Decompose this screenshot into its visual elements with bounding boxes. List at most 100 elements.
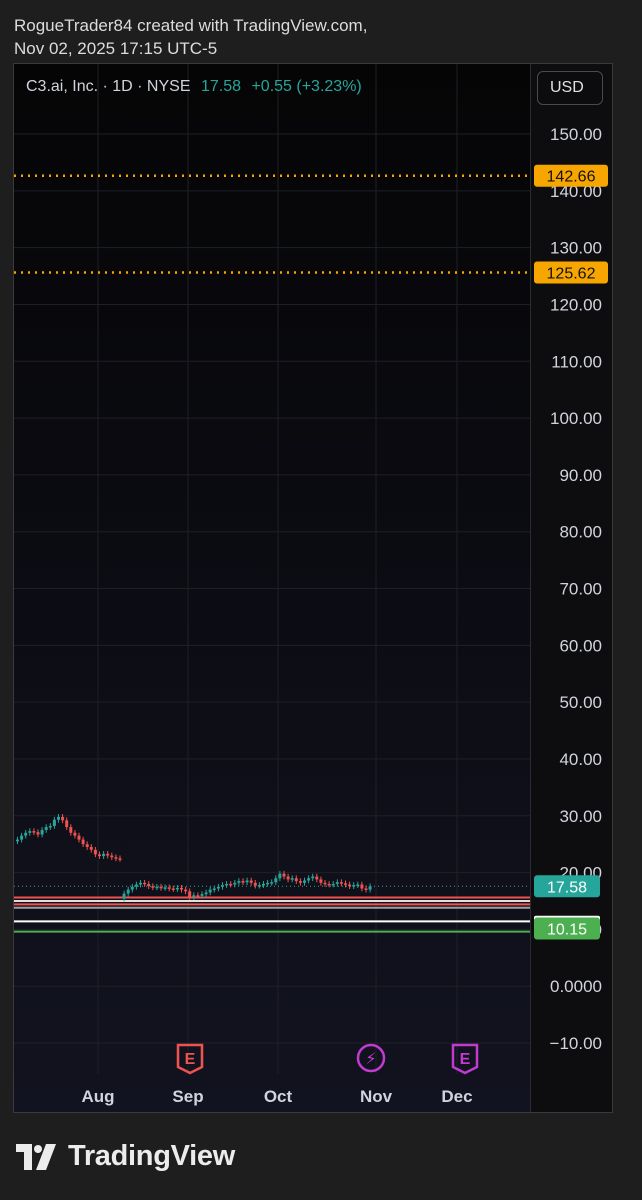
candle-body xyxy=(151,886,155,888)
y-tick-label: 40.00 xyxy=(559,750,602,769)
candle-body xyxy=(20,835,24,840)
candle-body xyxy=(171,888,175,890)
candle-body xyxy=(216,886,220,889)
candle-body xyxy=(229,883,233,886)
price-level-label: 125.62 xyxy=(547,266,596,283)
y-tick-label: 130.00 xyxy=(550,239,602,258)
candle-body xyxy=(221,885,224,887)
candle-body xyxy=(241,881,245,883)
candle-body xyxy=(122,893,126,899)
chart-pane[interactable]: 150.00 140.00 130.00 120.00 110.00 100.00 90.0… xyxy=(13,63,613,1113)
current-price-tag xyxy=(534,875,600,898)
candle-body xyxy=(114,857,118,859)
y-tick-label: 70.00 xyxy=(559,580,602,599)
candle-body xyxy=(303,880,306,883)
y-tick-label: 30.00 xyxy=(559,807,602,826)
x-tick-label: Sep xyxy=(172,1087,203,1106)
candle-body xyxy=(159,886,163,889)
candle-body xyxy=(73,832,77,836)
candle-body xyxy=(294,878,298,882)
candle-body xyxy=(282,873,286,877)
candle-body xyxy=(270,882,274,884)
x-tick-label: Dec xyxy=(441,1087,472,1106)
candle-body xyxy=(40,829,44,835)
earnings-event-icon xyxy=(451,1043,479,1075)
candle-body xyxy=(266,882,270,885)
candle-body xyxy=(93,849,97,855)
candle-body xyxy=(44,827,48,830)
candle-body xyxy=(286,876,290,880)
price-level-tag xyxy=(534,164,608,187)
candle-body xyxy=(175,887,179,890)
candle-body xyxy=(315,876,319,880)
earnings-event-glyph: E xyxy=(185,1051,196,1068)
candle-body xyxy=(61,816,65,821)
candle-body xyxy=(298,881,302,883)
candle-body xyxy=(118,858,122,860)
candle-body xyxy=(102,853,106,857)
candle-body xyxy=(188,891,192,897)
price-change: +0.55 (+3.23%) xyxy=(251,78,362,95)
symbol-name: C3.ai, Inc. · 1D · NYSE xyxy=(26,78,191,95)
candle-body xyxy=(69,827,73,833)
y-tick-label: 110.00 xyxy=(551,352,602,371)
y-tick-label: 150.00 xyxy=(550,125,602,144)
candle-body xyxy=(307,878,311,881)
candle-body xyxy=(323,882,327,885)
candle-body xyxy=(98,854,101,857)
brand-name: TradingView xyxy=(68,1140,235,1172)
y-tick-label: 90.00 xyxy=(559,466,602,485)
candle-body xyxy=(311,876,315,879)
price-level-tag xyxy=(534,261,608,284)
candle-body xyxy=(212,888,216,890)
candle-body xyxy=(184,889,188,892)
flash-event-glyph: ⚡ xyxy=(365,1049,376,1068)
y-tick-label: 50.00 xyxy=(559,693,602,712)
candle-body xyxy=(278,873,282,879)
candle-body xyxy=(77,835,81,840)
candle-body xyxy=(167,887,171,889)
candle-body xyxy=(327,883,331,886)
candle-body xyxy=(24,832,28,836)
candle-body xyxy=(110,855,114,858)
candle-body xyxy=(253,882,257,886)
price-level-label: 142.66 xyxy=(547,169,596,186)
y-tick-label: 60.00 xyxy=(559,636,602,655)
y-tick-label: 100.00 xyxy=(550,409,602,428)
candle-body xyxy=(339,882,343,884)
candle-body xyxy=(32,831,36,833)
candle-body xyxy=(196,895,200,897)
y-tick-label: −10.00 xyxy=(550,1034,602,1053)
candle-body xyxy=(126,889,130,894)
candle-body xyxy=(352,885,356,887)
candle-body xyxy=(237,881,241,883)
candle-body xyxy=(28,831,32,833)
price-chart[interactable]: 150.00140.00130.00120.00110.00100.0090.0… xyxy=(14,64,613,1113)
candle-body xyxy=(155,886,159,889)
currency-button[interactable]: USD xyxy=(537,71,603,105)
candle-body xyxy=(48,825,52,828)
candle-body xyxy=(163,887,167,889)
last-price: 17.58 xyxy=(200,78,241,95)
candle-body xyxy=(356,884,360,886)
flash-event-icon xyxy=(356,1043,386,1073)
candle-body xyxy=(348,884,352,887)
candle-body xyxy=(290,878,294,880)
candle-body xyxy=(180,887,183,890)
candle-body xyxy=(335,882,339,884)
support-label: 10.15 xyxy=(547,922,587,939)
candle-body xyxy=(134,884,138,887)
candle-body xyxy=(57,816,60,820)
candle-body xyxy=(130,886,134,890)
y-tick-label: 0.0000 xyxy=(550,977,602,996)
symbol-legend: C3.ai, Inc. · 1D · NYSE 17.58 +0.55 (+3.… xyxy=(26,78,362,96)
candle-body xyxy=(200,894,204,896)
tradingview-logo-icon xyxy=(16,1143,56,1170)
candle-body xyxy=(331,883,335,886)
y-tick-label: 120.00 xyxy=(550,295,602,314)
candle-body xyxy=(245,880,249,883)
candle-body xyxy=(344,883,347,885)
candle-body xyxy=(16,839,19,842)
candle-body xyxy=(52,819,56,826)
candle-body xyxy=(106,853,110,856)
